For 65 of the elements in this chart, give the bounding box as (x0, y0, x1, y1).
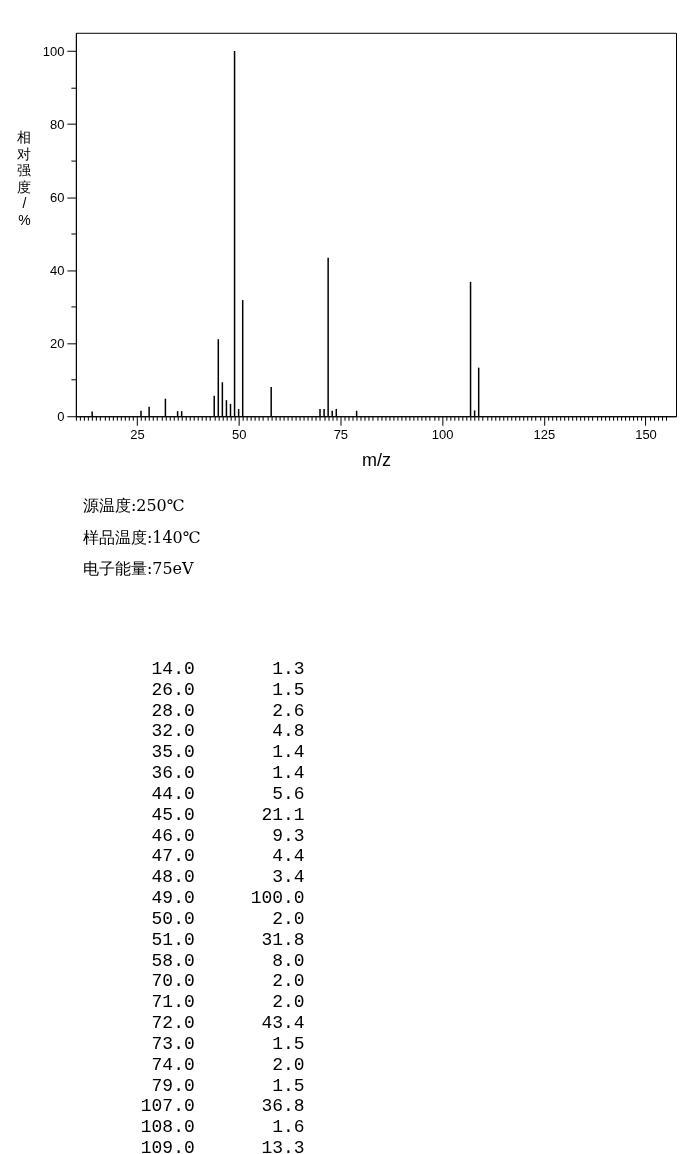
text: 74.0 (151, 1054, 195, 1075)
text: 71.0 (151, 992, 195, 1013)
x-tick-label: 50 (231, 426, 247, 442)
x-tick-label: 125 (533, 426, 556, 442)
text: 9.3 (272, 825, 305, 846)
text: 36.0 (151, 763, 195, 784)
text: 1.5 (272, 1075, 305, 1096)
text: 46.0 (151, 825, 195, 846)
text: 32.0 (151, 721, 195, 742)
text: 4.4 (272, 846, 305, 867)
x-tick-label: 25 (130, 426, 145, 442)
text: 13.3 (261, 1138, 305, 1154)
text: 源温度:250℃ (82, 496, 185, 516)
y-tick-label: 60 (49, 189, 65, 205)
text: 2.0 (272, 1054, 305, 1075)
text: 70.0 (151, 971, 195, 992)
text: 26.0 (151, 679, 195, 700)
text: 4.8 (272, 721, 305, 742)
text: 58.0 (151, 950, 195, 971)
text: 2.0 (272, 971, 305, 992)
y-axis-title: 相对强度/% (17, 129, 32, 228)
text: 73.0 (151, 1033, 195, 1054)
text: 电子能量:75eV (82, 559, 195, 579)
text: 1.6 (272, 1117, 305, 1138)
text: 109.0 (140, 1138, 195, 1154)
text: 47.0 (151, 846, 195, 867)
text: 49.0 (151, 888, 195, 909)
text: 28.0 (151, 700, 195, 721)
x-tick-label: 150 (635, 426, 657, 442)
text: 1.5 (272, 679, 305, 700)
x-axis-title: m/z (361, 449, 391, 470)
text: 1.4 (272, 742, 305, 763)
text: 2.0 (272, 992, 305, 1013)
text: 样品温度:140℃ (82, 527, 201, 547)
text: 36.8 (261, 1096, 305, 1117)
text: 2.6 (272, 700, 305, 721)
text: 1.5 (272, 1033, 305, 1054)
y-tick-label: 80 (49, 116, 65, 132)
text: 43.4 (261, 1013, 305, 1034)
text: 100.0 (250, 888, 305, 909)
text: 35.0 (151, 742, 195, 763)
y-tick-label: 100 (42, 43, 65, 59)
y-tick-label: 20 (49, 335, 65, 351)
y-tick-label: 0 (57, 408, 65, 424)
text: 3.4 (272, 867, 305, 888)
y-tick-label: 40 (49, 262, 65, 278)
text: 14.0 (151, 658, 195, 679)
text: 1.3 (272, 658, 305, 679)
text: 50.0 (151, 908, 195, 929)
x-tick-label: 75 (333, 426, 349, 442)
text: 31.8 (261, 929, 305, 950)
text: 48.0 (151, 867, 195, 888)
text: 72.0 (151, 1013, 195, 1034)
text: 1.4 (272, 763, 305, 784)
text: 79.0 (151, 1075, 195, 1096)
text: 8.0 (272, 950, 305, 971)
text: 51.0 (151, 929, 195, 950)
text: 2.0 (272, 908, 305, 929)
text: 5.6 (272, 783, 305, 804)
x-tick-label: 100 (431, 426, 454, 442)
text: 107.0 (140, 1096, 195, 1117)
text: 44.0 (151, 783, 195, 804)
text: 108.0 (140, 1117, 195, 1138)
text: 21.1 (261, 804, 305, 825)
text: 45.0 (151, 804, 195, 825)
